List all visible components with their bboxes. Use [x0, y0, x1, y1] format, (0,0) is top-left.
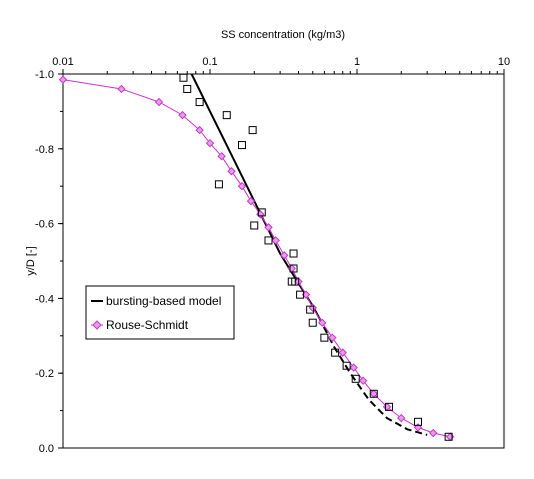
rouse-schmidt-point	[237, 181, 247, 191]
measured-point	[248, 126, 257, 135]
measured-point	[320, 333, 329, 342]
measured-point	[250, 221, 259, 230]
rouse-schmidt-point	[358, 376, 368, 385]
y-tick-label: -0.8	[35, 144, 54, 156]
rouse-schmidt-point	[349, 363, 358, 372]
rouse-schmidt-point	[246, 196, 256, 206]
measured-point	[183, 84, 192, 93]
y-tick-label: 0.0	[39, 443, 54, 455]
measured-point	[331, 348, 340, 357]
rouse-schmidt-point	[154, 97, 164, 107]
y-tick-label: -0.2	[35, 368, 54, 380]
measured-point	[308, 318, 317, 327]
plot-area	[62, 73, 505, 449]
measured-point	[214, 180, 223, 189]
rouse-schmidt-point	[195, 125, 204, 135]
measured-point	[369, 389, 378, 398]
measured-point	[289, 264, 298, 273]
measured-point	[444, 432, 453, 441]
rouse-schmidt-point	[328, 333, 337, 342]
rouse-schmidt-point	[280, 251, 289, 260]
bursting-model-dashed-line	[317, 316, 428, 436]
measured-point	[195, 98, 204, 107]
y-tick-label: -0.4	[35, 293, 54, 305]
rouse-schmidt-point	[287, 264, 296, 273]
legend: bursting-based model Rouse-Schmidt	[85, 285, 235, 340]
measured-point	[179, 73, 188, 82]
measured-point	[351, 374, 360, 383]
legend-label-rouse: Rouse-Schmidt	[106, 318, 189, 332]
measured-point	[384, 402, 393, 411]
rouse-schmidt-point	[178, 110, 187, 120]
rouse-schmidt-point	[338, 348, 347, 357]
rouse-schmidt-point	[318, 318, 327, 327]
rouse-schmidt-point	[58, 75, 68, 84]
rouse-schmidt-point	[217, 152, 226, 161]
rouse-schmidt-point	[227, 167, 236, 176]
x-tick-label: 10	[498, 56, 510, 68]
rouse-schmidt-point	[117, 84, 126, 94]
x-axis-title: SS concentration (kg/m3)	[221, 29, 345, 41]
rouse-schmidt-point	[264, 223, 273, 232]
y-tick-label: -1.0	[35, 69, 54, 81]
y-axis-title: y/D [-]	[25, 246, 37, 275]
measured-point	[291, 277, 300, 286]
x-tick-label: 0.01	[52, 56, 73, 68]
measured-point	[296, 290, 305, 299]
x-tick-label: 1	[354, 56, 360, 68]
measured-point	[414, 417, 423, 426]
measured-point	[237, 141, 246, 150]
y-tick-label: -0.6	[35, 219, 54, 231]
measured-point	[342, 361, 351, 370]
legend-box	[85, 285, 235, 340]
measured-point	[264, 236, 273, 245]
axis-ticks: 0.01 0.1 1 10 -1.0 -0.8 -0.6 -0.4 -0.2 0.0	[35, 56, 510, 455]
measured-point	[222, 111, 231, 120]
rouse-schmidt-point	[271, 236, 280, 245]
rouse-schmidt-point	[397, 413, 406, 423]
x-tick-label: 0.1	[202, 56, 217, 68]
rouse-schmidt-point	[205, 138, 215, 148]
rouse-schmidt-point	[429, 428, 438, 438]
legend-swatch-rouse-diamond	[92, 320, 102, 330]
measured-point	[306, 305, 315, 314]
data-marks	[58, 73, 455, 441]
measured-point	[289, 249, 298, 258]
legend-label-bursting: bursting-based model	[106, 294, 221, 308]
measured-point	[257, 208, 266, 217]
